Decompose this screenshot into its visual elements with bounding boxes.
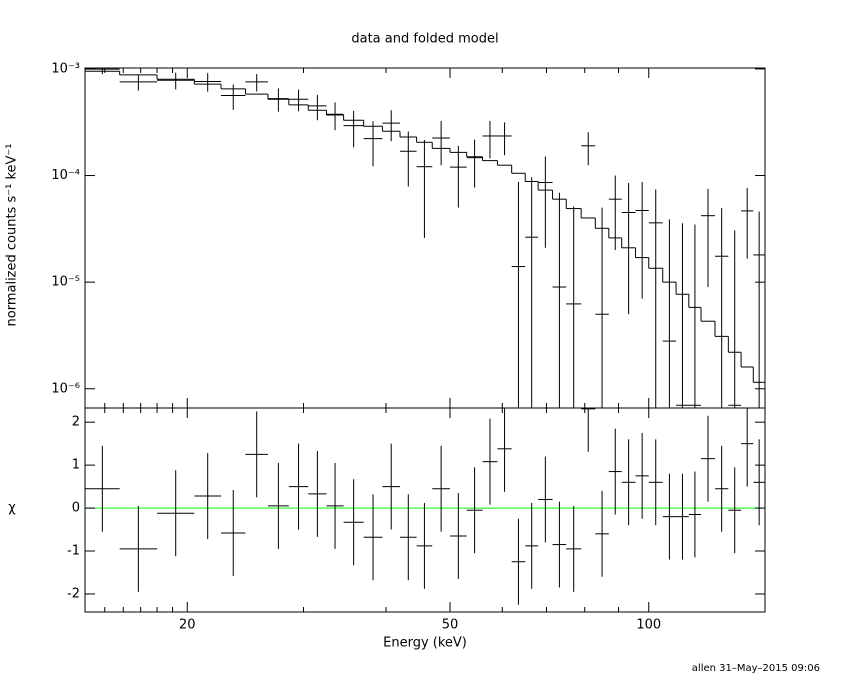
y-axis-label: χ (8, 501, 16, 516)
chart-title: data and folded model (351, 32, 498, 47)
plot-frame (84, 67, 766, 409)
y-tick-label: 10⁻³ (51, 61, 80, 76)
y-tick-label: 1 (72, 458, 80, 473)
footer: allen 31–May–2015 09:06 (692, 663, 820, 674)
y-tick-label: 10⁻⁴ (51, 168, 80, 183)
residual-panel (85, 408, 765, 605)
y-tick-label: 0 (72, 501, 80, 516)
spectrum-panel (85, 68, 765, 408)
plot-frame (84, 407, 766, 613)
x-tick-label: 20 (179, 618, 196, 633)
y-tick-label: -1 (67, 544, 80, 559)
x-axis-label: Energy (keV) (383, 636, 467, 651)
y-tick-label: -2 (67, 586, 80, 601)
x-tick-label: 50 (442, 618, 459, 633)
x-tick-label: 100 (636, 618, 661, 633)
y-axis-label: normalized counts s⁻¹ keV⁻¹ (5, 144, 20, 327)
y-tick-label: 2 (72, 415, 80, 430)
y-tick-label: 10⁻⁶ (51, 381, 80, 396)
y-tick-label: 10⁻⁵ (51, 275, 80, 290)
